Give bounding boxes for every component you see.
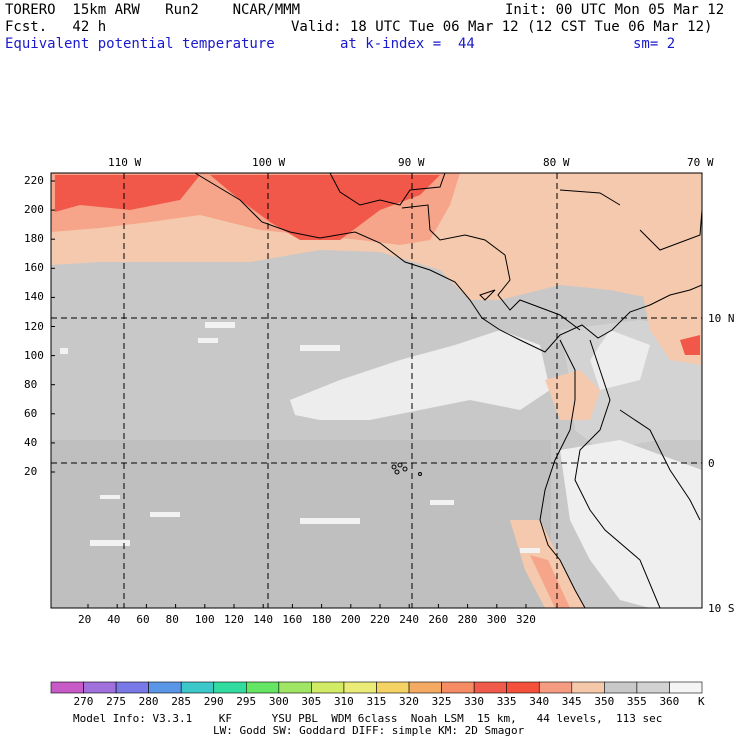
red-core-mexico — [210, 175, 440, 240]
lat-label-10s: 10 S — [708, 602, 735, 615]
y-tick-label: 80 — [24, 377, 38, 391]
colorbar-swatch — [376, 681, 410, 694]
x-tick-label: 40 — [107, 613, 121, 626]
lon-label-80w: 80 W — [543, 156, 570, 169]
y-tick-label: 140 — [24, 290, 44, 304]
colorbar-swatch — [506, 681, 540, 694]
colorbar-label: 295 — [236, 695, 257, 708]
colorbar-swatch — [246, 681, 280, 694]
colorbar-unit: K — [698, 695, 705, 708]
colorbar-swatch — [213, 681, 247, 694]
colorbar-swatch — [441, 681, 475, 694]
colorbar-label: 270 — [73, 695, 94, 708]
x-tick-label: 140 — [253, 613, 274, 626]
colorbar-label: 360 — [659, 695, 680, 708]
x-tick-label: 160 — [282, 613, 303, 626]
red-core-west — [55, 175, 200, 212]
x-tick-label: 180 — [311, 613, 332, 626]
y-tick-label: 200 — [24, 203, 44, 217]
init-time: Init: 00 UTC Mon 05 Mar 12 — [505, 2, 725, 18]
lat-label-10n: 10 N — [708, 312, 735, 325]
map-field — [51, 173, 702, 608]
x-tick-label: 80 — [165, 613, 179, 626]
colorbar-label: 345 — [561, 695, 582, 708]
colorbar-label: 275 — [106, 695, 126, 708]
galapagos-islands — [391, 462, 422, 476]
map-frame — [50, 172, 703, 609]
colorbar-swatch — [343, 681, 377, 694]
y-tick-label: 40 — [24, 435, 38, 449]
y-tick-label: 20 — [24, 465, 38, 478]
colorbar-label: 285 — [171, 695, 192, 708]
x-tick-label: 260 — [428, 613, 449, 626]
colorbar-swatch — [571, 681, 605, 694]
y-tick-label: 100 — [24, 348, 44, 362]
x-tick-label: 220 — [370, 613, 390, 626]
x-tick-label: 200 — [340, 613, 361, 626]
colorbar-swatch — [669, 681, 703, 694]
white-specks — [60, 322, 540, 553]
lon-label-90w: 90 W — [398, 156, 425, 169]
colorbar-label: 335 — [496, 695, 517, 708]
colorbar-label: 340 — [529, 695, 550, 708]
x-tick-label: 60 — [136, 613, 150, 626]
x-tick-label: 20 — [78, 613, 92, 626]
colorbar-label: 315 — [366, 695, 387, 708]
x-tick-label: 100 — [194, 613, 215, 626]
x-tick-label: 280 — [457, 613, 478, 626]
field-name: Equivalent potential temperature — [5, 36, 275, 52]
colorbar-swatch — [278, 681, 312, 694]
colorbar-swatch — [115, 681, 149, 694]
lon-label-110w: 110 W — [108, 156, 142, 169]
x-tick-label: 300 — [486, 613, 507, 626]
colorbar-label: 325 — [431, 695, 452, 708]
light-patch-central — [290, 330, 550, 420]
lat-lon-grid — [51, 173, 702, 608]
colorbar-swatch — [50, 681, 84, 694]
physics-info: LW: Godd SW: Goddard DIFF: simple KM: 2D… — [213, 724, 525, 737]
colorbar-swatch — [311, 681, 345, 694]
lat-label-0: 0 — [708, 457, 715, 470]
x-tick-label: 120 — [224, 613, 244, 626]
coastlines — [194, 173, 702, 608]
lon-label-100w: 100 W — [252, 156, 286, 169]
colorbar-label: 330 — [464, 695, 485, 708]
colorbar-label: 280 — [138, 695, 159, 708]
colorbar-swatch — [473, 681, 507, 694]
colorbar-label: 350 — [594, 695, 615, 708]
colorbar-label: 290 — [203, 695, 224, 708]
level-index: at k-index = 44 — [340, 36, 475, 52]
x-tick-label: 240 — [399, 613, 420, 626]
valid-time: Valid: 18 UTC Tue 06 Mar 12 (12 CST Tue … — [291, 19, 713, 35]
y-tick-label: 220 — [24, 174, 44, 187]
y-tick-label: 120 — [24, 319, 44, 333]
colorbar-swatch — [83, 681, 117, 694]
y-tick-label: 60 — [24, 406, 38, 420]
colorbar-swatch — [636, 681, 670, 694]
colorbar-label: 305 — [301, 695, 322, 708]
forecast-hour: Fcst. 42 h — [5, 19, 107, 35]
lon-label-70w: 70 W — [687, 156, 714, 169]
colorbar-label: 355 — [626, 695, 647, 708]
model-info: Model Info: V3.3.1 KF YSU PBL WDM 6class… — [73, 712, 663, 725]
y-tick-label: 180 — [24, 232, 44, 246]
colorbar-swatch — [538, 681, 573, 694]
light-patch-southamerica — [560, 440, 702, 608]
colorbar-swatch — [408, 681, 442, 694]
smoothing-value: sm= 2 — [633, 36, 676, 52]
colorbar-label: 300 — [268, 695, 289, 708]
x-tick-label: 320 — [516, 613, 536, 626]
colorbar — [50, 681, 703, 694]
colorbar-swatch — [180, 681, 215, 694]
colorbar-label: 310 — [333, 695, 354, 708]
colorbar-swatch — [604, 681, 638, 694]
model-title: TORERO 15km ARW Run2 NCAR/MMM — [5, 2, 301, 18]
colorbar-swatch — [148, 681, 182, 694]
colorbar-label: 320 — [399, 695, 419, 708]
y-tick-label: 160 — [24, 261, 44, 275]
